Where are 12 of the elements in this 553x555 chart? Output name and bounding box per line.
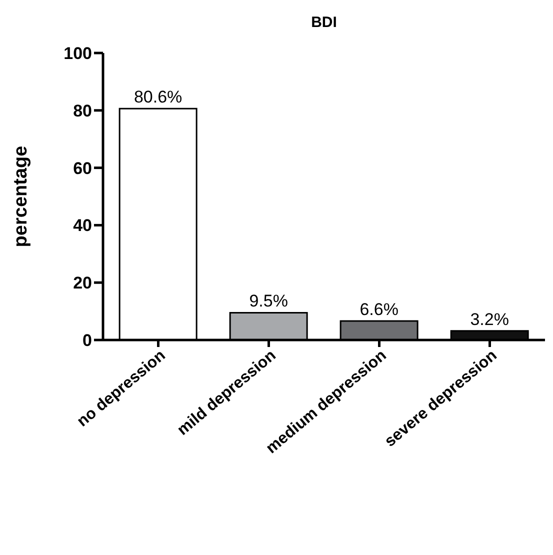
- y-axis-title: percentage: [10, 146, 32, 248]
- y-tick-label: 60: [73, 158, 92, 178]
- y-tick-label: 20: [73, 274, 92, 293]
- data-label: 80.6%: [134, 88, 182, 107]
- data-label: 6.6%: [360, 300, 398, 320]
- data-label: 3.2%: [470, 310, 509, 329]
- chart-title: BDI: [310, 14, 338, 31]
- y-tick-label: 40: [73, 216, 92, 236]
- y-tick-label: 80: [73, 101, 92, 120]
- y-tick-label: 100: [64, 44, 92, 64]
- data-label: 9.5%: [249, 292, 288, 311]
- y-tick-label: 0: [82, 331, 92, 350]
